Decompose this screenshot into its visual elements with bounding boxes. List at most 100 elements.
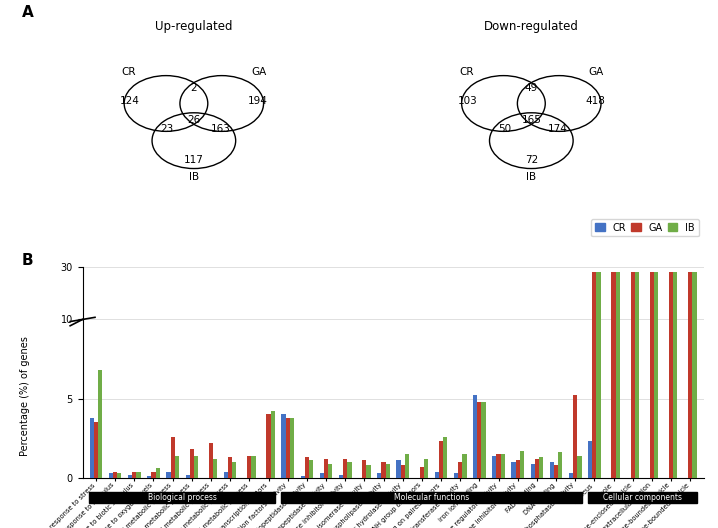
Text: 2: 2 <box>190 83 197 93</box>
Bar <box>98 328 102 346</box>
Text: 174: 174 <box>548 124 568 134</box>
Bar <box>304 343 309 346</box>
Bar <box>692 34 696 478</box>
Bar <box>630 34 635 478</box>
Bar <box>171 339 174 346</box>
Bar <box>511 462 516 478</box>
Bar <box>251 456 256 478</box>
Bar <box>597 272 601 346</box>
Bar <box>424 459 428 478</box>
Bar <box>113 472 117 478</box>
Bar <box>420 344 424 346</box>
Bar <box>473 395 477 478</box>
Bar <box>539 457 544 478</box>
Bar <box>612 34 615 478</box>
Text: 103: 103 <box>457 96 477 106</box>
Bar <box>386 464 390 478</box>
Bar <box>271 411 275 478</box>
Text: A: A <box>22 5 33 20</box>
Bar <box>151 345 156 346</box>
FancyBboxPatch shape <box>89 492 275 503</box>
Bar <box>405 342 409 346</box>
Bar <box>673 34 677 478</box>
Bar <box>363 460 366 478</box>
Bar <box>224 345 228 346</box>
Text: Down-regulated: Down-regulated <box>484 20 579 33</box>
Text: CR: CR <box>121 67 136 77</box>
Bar <box>573 395 577 478</box>
Bar <box>688 34 692 478</box>
Bar <box>550 462 554 478</box>
Bar <box>266 414 271 478</box>
Text: Percentage (%) of genes: Percentage (%) of genes <box>20 336 30 456</box>
Bar <box>482 333 485 346</box>
Bar <box>320 345 324 346</box>
Bar <box>233 343 236 346</box>
Legend: CR, GA, IB: CR, GA, IB <box>592 219 699 237</box>
Bar <box>688 272 692 346</box>
Text: 418: 418 <box>585 96 605 106</box>
Bar <box>167 345 171 346</box>
Bar <box>366 465 370 478</box>
Bar <box>439 441 443 478</box>
Text: 194: 194 <box>248 96 268 106</box>
Bar <box>577 456 582 478</box>
Bar <box>328 343 332 346</box>
Bar <box>531 343 535 346</box>
Bar <box>286 336 290 346</box>
Bar <box>324 343 328 346</box>
Text: 72: 72 <box>525 155 538 165</box>
Bar <box>90 418 94 478</box>
Bar <box>650 34 654 478</box>
Bar <box>669 34 673 478</box>
FancyBboxPatch shape <box>587 492 697 503</box>
Text: GA: GA <box>589 67 604 77</box>
Bar <box>592 34 597 478</box>
Text: 26: 26 <box>187 115 200 125</box>
Bar <box>286 418 290 478</box>
Bar <box>190 449 194 478</box>
Bar <box>650 272 654 346</box>
Bar <box>328 464 332 478</box>
Bar <box>477 333 482 346</box>
Bar <box>588 441 592 478</box>
Bar <box>381 462 386 478</box>
Bar <box>692 272 696 346</box>
Bar <box>520 342 524 346</box>
Bar <box>377 473 381 478</box>
Bar <box>496 454 500 478</box>
Bar <box>136 345 141 346</box>
Bar <box>396 460 401 478</box>
Bar <box>443 339 447 346</box>
Bar <box>493 342 496 346</box>
Text: GA: GA <box>251 67 266 77</box>
Bar <box>477 402 482 478</box>
Bar <box>304 457 309 478</box>
Bar <box>569 345 573 346</box>
Bar <box>271 335 275 346</box>
Bar <box>209 340 213 346</box>
Bar <box>558 452 562 478</box>
Bar <box>247 456 251 478</box>
Bar <box>266 335 271 346</box>
Bar <box>228 343 233 346</box>
Bar <box>128 475 132 478</box>
Bar <box>454 473 458 478</box>
Bar <box>301 476 304 478</box>
Bar <box>348 462 352 478</box>
Bar <box>209 443 213 478</box>
Bar <box>597 34 601 478</box>
Bar <box>343 459 348 478</box>
Bar <box>309 343 313 346</box>
Bar <box>612 272 615 346</box>
Text: 165: 165 <box>521 115 541 125</box>
Bar <box>516 343 520 346</box>
Bar <box>439 340 443 346</box>
Bar <box>171 437 174 478</box>
Bar <box>320 473 324 478</box>
Bar <box>348 343 352 346</box>
Bar <box>174 456 179 478</box>
Bar <box>630 272 635 346</box>
Bar <box>194 342 198 346</box>
Bar <box>156 344 160 346</box>
